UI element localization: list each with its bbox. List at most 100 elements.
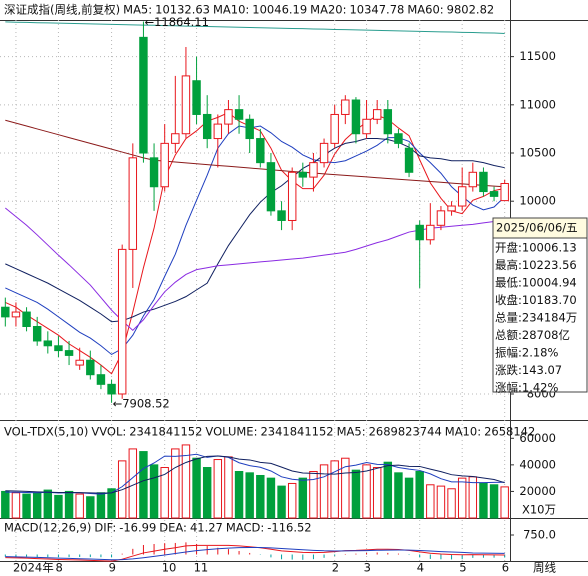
tooltip-label: 开盘: [495,241,522,255]
tooltip-value: 143.07 [522,363,562,377]
legend-text: MA10: [445,425,481,439]
candle-body [75,359,84,366]
x-tick-label: 6 [502,561,509,575]
candle-body [266,162,276,212]
x-tick-label: 2 [332,561,339,575]
x-tick-label: 5 [459,561,466,575]
tooltip-value: 10006.13 [522,241,577,255]
volume-bar [213,459,223,519]
volume-bar [160,467,169,519]
legend-text: 2658142 [484,425,535,439]
tooltip-label: 最高: [495,258,522,272]
volume-bar [11,492,21,519]
tooltip-date-bg [492,217,588,239]
y-tick-label: 10000 [519,194,556,208]
volume-bar [181,444,191,519]
volume-bar [245,472,254,519]
x-tick-label: 11 [194,561,209,575]
tooltip-label: 最低: [495,276,522,290]
legend-text: 2689823744 [369,425,442,439]
volume-bar [192,457,201,519]
volume-bar [1,490,10,519]
ma-line [5,21,505,34]
candle-body [479,171,488,193]
candle-body [394,133,403,144]
legend-text: MACD(12,26,9) [4,521,91,535]
y-tick-label: 10500 [519,146,556,160]
y-tick-label: 750.0 [523,528,556,542]
legend-text: VVOL: [91,425,126,439]
volume-bar [75,493,84,519]
legend-text: 深证成指(周线,前复权) [4,3,120,17]
candle-body [96,374,106,385]
legend-text: MA20: [310,3,346,17]
candle-body [489,191,499,197]
candle-body [245,118,254,140]
volume-bar [319,464,329,519]
volume-bar [330,460,339,519]
candle-body [500,182,509,202]
tooltip-label: 总量: [495,311,522,325]
ma-line [5,455,505,494]
volume-bar [277,485,286,519]
ma-line [5,125,506,356]
candle-body [372,109,382,120]
volume-bar [107,488,116,519]
plot: 深证成指(周线,前复权) MA5: 10132.63 MA10: 10046.19 MA2… [0,3,588,575]
volume-bar [436,485,446,519]
y-tick-label: 60000 [519,431,556,445]
y-tick-label: 40000 [519,457,556,471]
volume-bar [447,488,456,519]
tooltip-value: 10223.56 [522,258,577,272]
candle-body [351,99,361,135]
x-tick-label: 3 [364,561,371,575]
candle-body [64,350,74,356]
volume-bar [54,494,63,519]
legend-text: 9802.82 [447,3,495,17]
candle-body [415,224,424,241]
x-tick-label: 2024年 [13,561,54,575]
x-tick-label: 4 [417,561,424,575]
tooltip-label: 涨跌: [495,363,522,377]
legend-text: MA5: [337,425,366,439]
candle-body [43,340,53,347]
volume-bar [171,448,180,519]
candle-body [149,157,159,188]
candle-body [224,109,233,125]
period-label: 周线 [533,561,556,575]
legend-text: DEA: [159,521,187,535]
candle-body [287,171,297,221]
candle-body [54,345,63,352]
tooltip-value: 1.42% [522,381,559,395]
candle-body [128,157,138,250]
volume-bar [351,469,361,519]
volume-bar [32,492,42,519]
volume-bar [479,482,488,519]
volume-bar [224,456,233,519]
candle-body [11,311,21,318]
tooltip-label: 涨幅: [495,381,522,395]
ma-line [5,546,505,561]
volume-bar [394,472,403,519]
volume-bar [457,477,467,519]
volume-bar [139,451,148,519]
candle-body [213,123,223,140]
candle-body [404,147,414,173]
volume-bar [287,482,297,519]
legend-text: VOLUME: [205,425,257,439]
volume-bar [202,467,212,519]
x-tick-label: 8 [55,561,62,575]
volume-bar [298,477,308,519]
tooltip-label: 收盘: [495,293,522,307]
candle-body [362,118,371,135]
volume-bar [234,471,244,519]
tooltip-value: 28708亿 [522,328,570,342]
candle-body [298,171,308,178]
ma-line [5,453,505,495]
volume-bar [341,457,350,519]
legend-text: MA10: [213,3,249,17]
candle-body [234,109,244,120]
candle-body [383,109,393,135]
candle-body [139,36,148,154]
